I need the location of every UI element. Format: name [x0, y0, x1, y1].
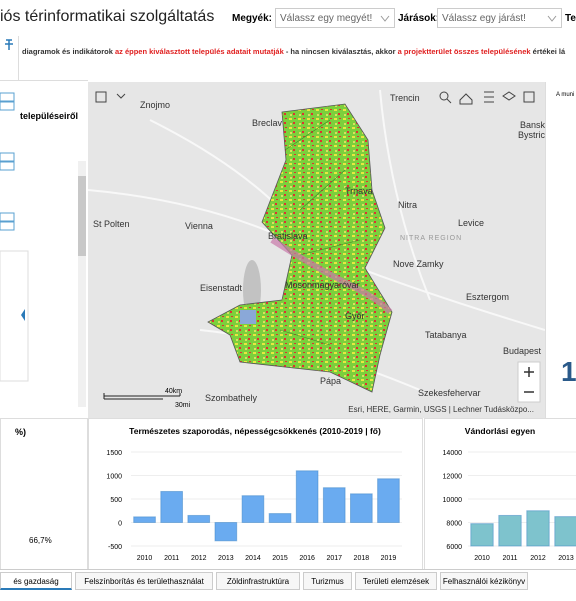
x-tick-label: 2019 — [381, 555, 397, 562]
bar — [215, 523, 237, 541]
bar — [378, 479, 400, 523]
x-tick-label: 2014 — [245, 555, 261, 562]
y-tick-label: 14000 — [443, 450, 463, 457]
bar — [499, 515, 521, 546]
tab[interactable]: és gazdaság — [0, 572, 72, 590]
y-tick-label: 1500 — [106, 450, 122, 457]
bar — [527, 511, 549, 546]
bar — [555, 517, 576, 546]
bar — [134, 517, 156, 523]
y-tick-label: 500 — [110, 497, 122, 504]
x-tick-label: 2011 — [164, 555, 179, 562]
x-tick-label: 2013 — [218, 555, 234, 562]
tab[interactable]: Turizmus — [303, 572, 352, 590]
bar — [269, 514, 291, 523]
bar — [471, 524, 493, 546]
bar — [351, 494, 373, 523]
y-tick-label: 1000 — [106, 474, 122, 481]
tab[interactable]: Zöldinfrastruktúra — [216, 572, 300, 590]
x-tick-label: 2018 — [354, 555, 370, 562]
chart-title: Természetes szaporodás, népességcsökkené… — [129, 426, 381, 436]
y-tick-label: 0 — [118, 521, 122, 528]
y-tick-label: 8000 — [446, 521, 462, 528]
tab[interactable]: Területi elemzések — [355, 572, 437, 590]
y-tick-label: 12000 — [443, 474, 463, 481]
x-tick-label: 2012 — [530, 555, 546, 562]
x-tick-label: 2010 — [474, 555, 490, 562]
x-tick-label: 2017 — [326, 555, 342, 562]
x-tick-label: 2013 — [558, 555, 574, 562]
y-tick-label: 10000 — [443, 497, 463, 504]
bar — [161, 491, 183, 522]
x-tick-label: 2011 — [502, 555, 517, 562]
x-tick-label: 2016 — [299, 555, 315, 562]
tab[interactable]: Felhasználói kézikönyv — [440, 572, 528, 590]
y-tick-label: -500 — [108, 544, 122, 551]
x-tick-label: 2012 — [191, 555, 207, 562]
y-tick-label: 6000 — [446, 544, 462, 551]
x-tick-label: 2015 — [272, 555, 288, 562]
chart-title: Vándorlási egyen — [465, 426, 535, 436]
bar — [188, 515, 210, 522]
x-tick-label: 2010 — [137, 555, 153, 562]
bar — [323, 488, 345, 523]
bar — [296, 471, 318, 523]
bar — [242, 496, 264, 523]
tab[interactable]: Felszínborítás és területhasználat — [75, 572, 213, 590]
